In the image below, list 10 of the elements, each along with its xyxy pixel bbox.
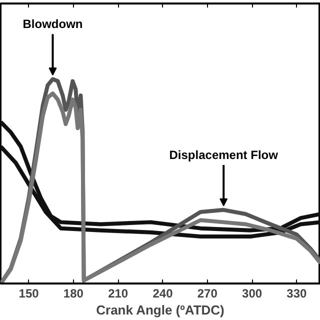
annotation: Blowdown: [22, 17, 83, 32]
x-tick-label: 330: [286, 286, 308, 300]
x-tick-label: 300: [242, 286, 262, 300]
x-tick-label: 270: [197, 286, 218, 300]
x-tick-label: 240: [152, 286, 174, 300]
annotation: Displacement Flow: [169, 148, 279, 162]
x-tick-label: 210: [108, 286, 128, 300]
x-tick-label: 180: [63, 286, 84, 300]
x-tick-label: 150: [18, 286, 40, 300]
x-axis-title: Crank Angle (ºATDC): [96, 302, 224, 318]
